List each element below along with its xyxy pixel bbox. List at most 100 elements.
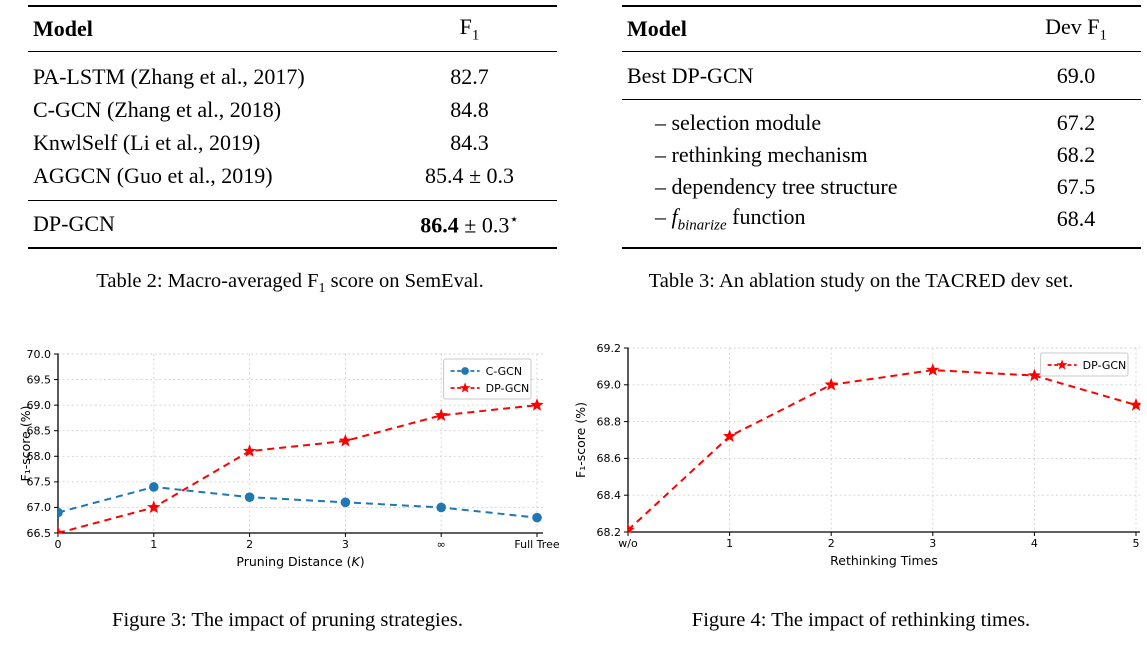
f1-score: 84.3	[450, 129, 489, 155]
data-point-star	[722, 429, 737, 442]
model-name: AGGCN (Guo et al., 2019)	[33, 162, 273, 188]
data-point-star	[1056, 359, 1068, 370]
y-tick-label: 68.0	[27, 450, 52, 463]
data-point-star	[824, 377, 838, 391]
y-axis-label: F₁-score (%)	[18, 406, 33, 482]
y-tick-label: 68.6	[597, 452, 622, 465]
table-row-best: Best DP-GCN 69.0	[622, 52, 1141, 99]
column-header-model: Model	[627, 16, 687, 41]
x-tick-label: 3	[929, 537, 936, 550]
data-point-star	[1129, 398, 1141, 411]
y-tick-label: 68.5	[27, 425, 52, 438]
ablation-row: – fbinarize function 68.4	[622, 203, 1141, 235]
model-name: C-GCN (Zhang et al., 2018)	[33, 96, 282, 122]
column-header-devf1: Dev F1	[1011, 14, 1141, 44]
minus-prefix: –	[655, 203, 672, 229]
table-row: AGGCN (Guo et al., 2019) 85.4 ± 0.3	[28, 159, 557, 192]
table2-caption: Table 2: Macro-averaged F1 score on SemE…	[20, 270, 560, 297]
series-DP-GCN	[628, 363, 1141, 533]
model-name: DP-GCN	[33, 211, 115, 236]
ablation-label: – selection module	[655, 110, 822, 135]
legend-label: DP-GCN	[486, 382, 530, 395]
y-tick-label: 69.5	[27, 373, 52, 386]
model-name: PA-LSTM (Zhang et al., 2017)	[33, 63, 305, 89]
rethinking-times-line-chart: 68.2 68.4 68.6 68.8 69.0 69.2 w/o 1 2 3 4 5 Rethinki…	[575, 342, 1141, 568]
caption-text: score on SemEval.	[325, 270, 484, 292]
x-tick-label: 3	[342, 538, 349, 551]
ablation-row: – dependency tree structure 67.5	[622, 171, 1141, 203]
data-point-star	[1027, 368, 1042, 382]
label-suffix: function	[726, 203, 806, 229]
table-top-rule	[28, 5, 557, 7]
legend-label: C-GCN	[486, 365, 522, 378]
y-tick-label: 68.8	[597, 415, 622, 428]
ablation-table: Model Dev F1 Best DP-GCN 69.0 – selectio…	[622, 5, 1141, 249]
dev-f1-score: 69.0	[1056, 62, 1096, 88]
x-tick-label: ∞	[437, 538, 446, 551]
math-subscript: binarize	[677, 217, 727, 234]
data-point-star	[628, 523, 635, 533]
x-tick-label: w/o	[618, 537, 638, 550]
legend-label: DP-GCN	[1083, 359, 1127, 372]
table-body: PA-LSTM (Zhang et al., 2017) 82.7 C-GCN …	[28, 52, 557, 200]
x-tick-label: 4	[1031, 537, 1038, 550]
data-point-star	[147, 500, 161, 514]
f1-label: F	[459, 13, 472, 39]
x-tick-label: 1	[726, 537, 733, 550]
x-axis-label: Rethinking Times	[830, 553, 938, 568]
data-point-circle	[461, 367, 469, 375]
best-score: 86.4	[420, 212, 459, 238]
data-point-star	[530, 398, 544, 411]
table-header-row: Model F1	[28, 7, 557, 51]
dev-f1-score: 68.4	[1056, 206, 1096, 231]
series-C-GCN	[58, 482, 542, 523]
x-tick-label: 2	[246, 538, 253, 551]
y-tick-label: 69.0	[27, 399, 52, 412]
data-point-circle	[58, 507, 63, 518]
y-tick-label: 66.5	[27, 527, 52, 540]
ablation-label: – rethinking mechanism	[655, 142, 868, 167]
data-point-star	[338, 433, 353, 447]
significance-star: ⋆	[509, 211, 519, 228]
x-tick-label: 5	[1133, 537, 1140, 550]
figure3-caption: Figure 3: The impact of pruning strategi…	[112, 609, 463, 631]
y-tick-label: 70.0	[27, 348, 52, 361]
data-point-circle	[340, 497, 351, 508]
f1-score: 84.8	[450, 96, 489, 122]
table-row: PA-LSTM (Zhang et al., 2017) 82.7	[28, 60, 557, 93]
semeval-results-table: Model F1 PA-LSTM (Zhang et al., 2017) 82…	[28, 5, 557, 249]
data-point-star	[58, 526, 65, 534]
data-point-circle	[244, 492, 255, 502]
table-row: KnwlSelf (Li et al., 2019) 84.3	[28, 126, 557, 159]
f1-score: 85.4 ± 0.3	[424, 162, 515, 188]
data-point-circle	[532, 512, 542, 523]
data-point-star	[434, 408, 448, 422]
table-header-row: Model Dev F1	[622, 7, 1141, 51]
data-point-star	[242, 444, 257, 457]
ablation-label-fbinarize: – fbinarize function	[622, 204, 805, 234]
table-row: C-GCN (Zhang et al., 2018) 84.8	[28, 93, 557, 126]
x-tick-label: 2	[828, 537, 835, 550]
data-point-star	[926, 363, 940, 376]
table-row-highlight: DP-GCN 86.4 ± 0.3⋆	[28, 201, 557, 247]
ablation-row: – rethinking mechanism 68.2	[622, 139, 1141, 171]
column-header-model: Model	[33, 16, 93, 41]
dev-f1-score: 67.2	[1056, 110, 1096, 135]
x-tick-label: 0	[55, 538, 62, 551]
x-axis-label: Pruning Distance (K)	[236, 554, 364, 569]
table-bottom-rule	[622, 247, 1141, 249]
y-tick-label: 67.5	[27, 476, 52, 489]
y-tick-label: 67.0	[27, 501, 52, 514]
data-point-circle	[149, 482, 159, 492]
series-DP-GCN	[58, 398, 544, 534]
y-tick-label: 68.4	[597, 489, 622, 502]
y-tick-label: 69.0	[597, 379, 622, 392]
y-tick-label: 68.2	[597, 526, 622, 539]
model-name: KnwlSelf (Li et al., 2019)	[33, 129, 261, 155]
table-header-rule	[28, 51, 557, 52]
y-axis-label: F₁-score (%)	[575, 402, 588, 478]
data-point-star	[459, 382, 471, 393]
model-name: Best DP-GCN	[627, 62, 754, 88]
caption-f1-subscript: 1	[318, 281, 326, 297]
